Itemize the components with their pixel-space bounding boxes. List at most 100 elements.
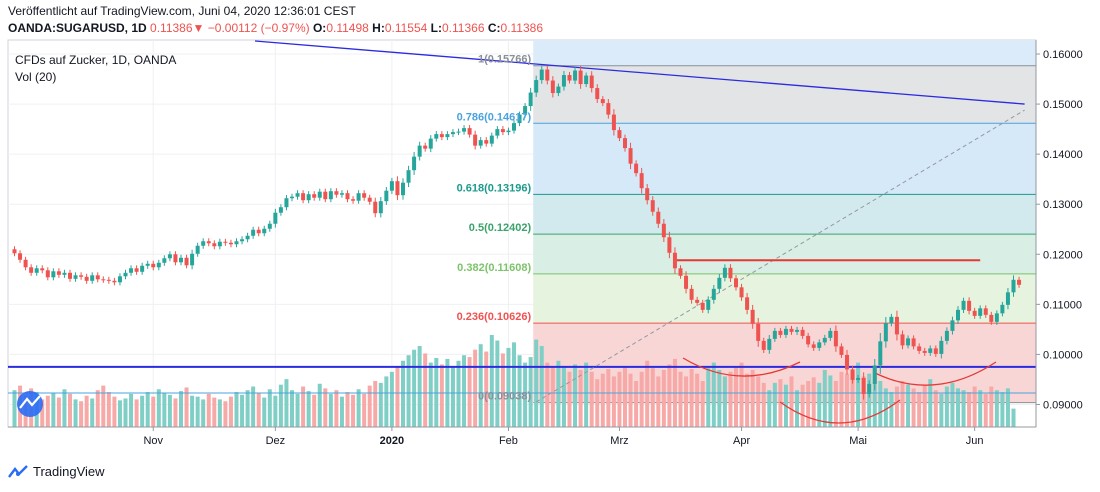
volume-bar <box>667 364 672 427</box>
volume-bar <box>939 393 944 427</box>
symbol-info: OANDA:SUGARUSD, 1D 0.11386▼ −0.00112 (−0… <box>8 21 543 35</box>
volume-bar <box>911 388 916 427</box>
price-tick-label: 0.15000 <box>1043 99 1083 111</box>
volume-bar <box>1011 408 1016 427</box>
volume-bar <box>806 381 811 427</box>
candle-body <box>290 196 294 199</box>
candle-body <box>911 338 916 347</box>
volume-bar <box>212 397 217 427</box>
fib-level-label: 0(0.09038) <box>478 391 532 403</box>
candle-body <box>711 288 716 300</box>
candle-body <box>234 241 239 245</box>
volume-bar <box>711 362 716 427</box>
volume-bar <box>761 382 766 427</box>
volume-bar <box>439 364 444 427</box>
candle-body <box>434 134 439 139</box>
tradingview-logo[interactable]: TradingView <box>8 464 105 479</box>
volume-bar <box>800 384 805 427</box>
candle-body <box>745 297 750 310</box>
candle-body <box>728 267 733 279</box>
volume-bar <box>140 395 145 427</box>
candle-body <box>212 243 217 247</box>
volume-bar <box>523 362 528 427</box>
volume-bar <box>334 390 339 427</box>
candle-body <box>628 148 633 164</box>
candle-body <box>306 194 311 201</box>
volume-bar <box>389 371 394 427</box>
candle-body <box>95 275 100 280</box>
volume-bar <box>961 390 966 427</box>
candle-body <box>944 330 949 341</box>
candle-body <box>578 70 583 85</box>
volume-bar <box>600 373 605 427</box>
price-axis[interactable]: 0.16000 0.15000 0.14000 0.13000 0.12000 0.110… <box>1035 40 1083 427</box>
change-arrow-icon: ▼ <box>192 21 205 35</box>
candle-body <box>894 316 899 335</box>
volume-bar <box>944 386 949 427</box>
time-axis[interactable]: Nov Dez 2020 Feb Mrz Apr Mai Jun <box>8 426 1036 447</box>
volume-bar <box>717 369 722 427</box>
candle-body <box>500 129 505 133</box>
low-value: 0.11366 <box>442 21 485 35</box>
candle-body <box>772 330 777 339</box>
volume-bar <box>734 366 738 427</box>
volume-bar <box>650 368 655 427</box>
volume-bar <box>378 382 383 427</box>
volume-bar <box>68 393 72 427</box>
volume-bar <box>817 382 822 427</box>
tradingview-brand: TradingView <box>33 464 105 479</box>
candle-body <box>123 272 128 277</box>
symbol-name[interactable]: OANDA:SUGARUSD, 1D <box>8 21 147 35</box>
volume-bar <box>240 394 245 427</box>
fib-zone <box>533 273 1036 324</box>
candle-body <box>1000 304 1005 314</box>
volume-bar <box>628 373 633 427</box>
candle-body <box>561 75 566 87</box>
volume-bar <box>423 353 428 427</box>
time-tick-label: Nov <box>143 435 163 447</box>
candle-body <box>79 275 84 277</box>
volume-bar <box>567 371 572 427</box>
volume-bar <box>56 397 61 427</box>
volume-bar <box>373 381 378 427</box>
candle-body <box>339 193 344 195</box>
candle-body <box>217 241 222 247</box>
candle-body <box>134 268 139 272</box>
candle-body <box>750 309 755 324</box>
time-tick-label: 2020 <box>380 435 404 447</box>
candle-body <box>112 280 117 283</box>
volume-bar <box>678 371 683 427</box>
candle-body <box>467 128 472 135</box>
fibonacci-retracement[interactable] <box>533 40 1036 404</box>
candle-body <box>228 242 233 245</box>
candle-body <box>645 188 650 201</box>
candle-body <box>62 272 67 275</box>
candle-body <box>689 288 694 300</box>
candle-body <box>406 170 411 183</box>
candle-body <box>323 191 328 200</box>
volume-bar <box>983 393 988 427</box>
volume-bar <box>312 394 317 427</box>
volume-bar <box>278 384 283 427</box>
volume-bar <box>861 376 866 427</box>
volume-bar <box>689 369 694 427</box>
candle-body <box>950 320 955 331</box>
volume-bar <box>589 371 594 427</box>
volume-bar <box>722 376 727 427</box>
volume-bar <box>989 386 994 427</box>
right-shoulder-arc <box>874 361 997 386</box>
volume-bar <box>417 346 422 427</box>
candles <box>12 65 1022 400</box>
candle-body <box>1011 279 1016 293</box>
candle-body <box>939 340 944 354</box>
volume-bar <box>256 392 261 427</box>
volume-bar <box>517 355 522 427</box>
volume-bar <box>412 349 417 427</box>
candle-body <box>450 132 455 135</box>
volume-bar <box>356 389 361 427</box>
volume-bar <box>634 381 639 427</box>
volume-bar <box>617 371 622 427</box>
volume-bar <box>295 393 300 427</box>
candle-body <box>528 92 533 107</box>
